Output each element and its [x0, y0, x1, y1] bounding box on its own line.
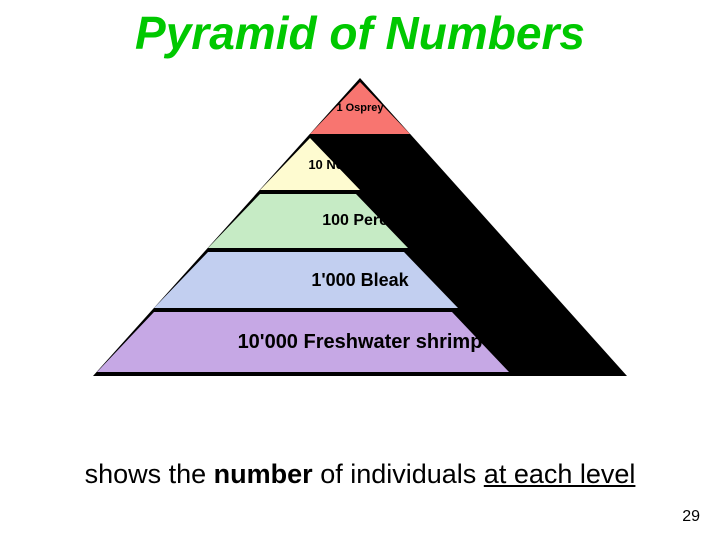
- page-title: Pyramid of Numbers: [0, 6, 720, 60]
- pyramid-level-label-4: 10'000 Freshwater shrimp: [97, 331, 623, 354]
- caption-segment-2: of individuals: [313, 459, 484, 489]
- pyramid-level-1: 10 Northern Pike: [260, 138, 360, 190]
- caption-segment-1: number: [214, 459, 313, 489]
- pyramid-diagram: 1 Osprey10 Northern Pike100 Perch1'000 B…: [97, 82, 623, 372]
- pyramid-level-3: 1'000 Bleak: [154, 252, 458, 308]
- pyramid-level-label-3: 1'000 Bleak: [154, 270, 566, 291]
- pyramid-level-label-0: 1 Osprey: [310, 102, 410, 114]
- pyramid-level-2: 100 Perch: [208, 194, 408, 248]
- slide: Pyramid of Numbers 1 Osprey 10 Northern P…: [0, 0, 720, 540]
- pyramid-level-label-1: 10 Northern Pike: [260, 157, 460, 172]
- pyramid-level-4: 10'000 Freshwater shrimp: [97, 312, 509, 372]
- caption-segment-0: shows the: [85, 459, 214, 489]
- page-number: 29: [682, 508, 700, 526]
- pyramid-level-0: 1 Osprey: [310, 82, 410, 134]
- caption: shows the number of individuals at each …: [0, 459, 720, 490]
- pyramid-level-label-2: 100 Perch: [208, 212, 512, 230]
- caption-segment-3: at each level: [484, 459, 636, 489]
